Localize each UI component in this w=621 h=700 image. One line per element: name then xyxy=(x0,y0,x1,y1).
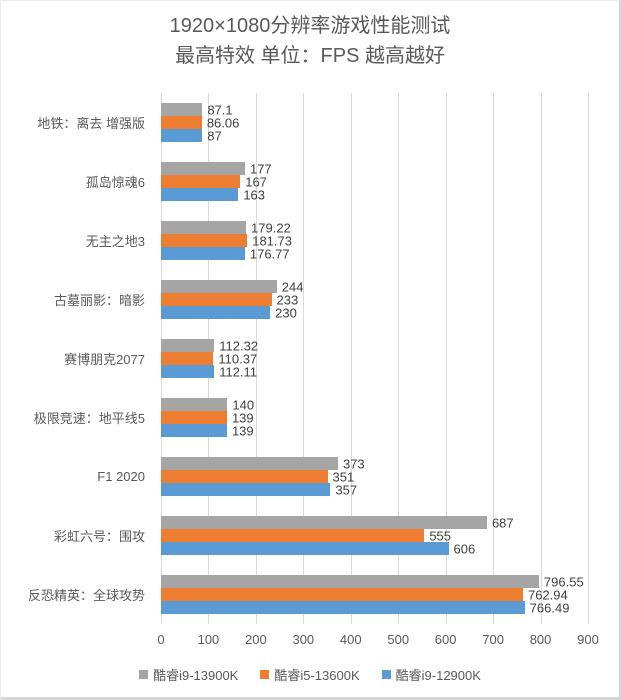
bar-value-label: 181.73 xyxy=(252,233,292,248)
x-tick-label: 500 xyxy=(387,632,410,647)
x-tick-label: 800 xyxy=(529,632,552,647)
bar xyxy=(161,175,241,188)
bar-value-label: 176.77 xyxy=(249,246,290,261)
gridline xyxy=(493,93,495,624)
bar-value-label: 233 xyxy=(276,292,299,307)
legend-marker-icon xyxy=(381,670,391,679)
legend-label: 酷睿i9-12900K xyxy=(395,668,481,683)
bar-value-label: 112.32 xyxy=(219,338,259,353)
gridline xyxy=(398,93,400,624)
x-tick-label: 200 xyxy=(245,632,267,647)
bar-value-label: 555 xyxy=(429,528,452,543)
bar xyxy=(161,457,338,470)
bar xyxy=(161,306,271,319)
bar xyxy=(161,221,247,234)
bar xyxy=(161,529,425,542)
x-tick-label: 700 xyxy=(482,632,504,647)
plot-area: 87.1 86.06 87 177 167 163 179.22 181.73 176.77 24… xyxy=(161,93,589,624)
x-axis-labels: 0 100 200 300 400 500 600 700 800 900 xyxy=(157,632,598,648)
gridline xyxy=(445,93,447,624)
x-tick-label: 0 xyxy=(157,632,165,647)
bar xyxy=(161,483,331,496)
bar xyxy=(161,542,449,555)
bar-value-label: 179.22 xyxy=(251,220,291,235)
bar xyxy=(161,339,215,352)
bar-value-label: 86.06 xyxy=(206,115,240,130)
bar xyxy=(161,516,487,529)
legend-marker-icon xyxy=(260,670,270,679)
bar-value-label: 167 xyxy=(245,174,267,189)
bar-value-label: 796.55 xyxy=(543,574,584,589)
bar xyxy=(161,575,539,588)
bar xyxy=(161,188,239,201)
x-tick-label: 900 xyxy=(577,632,599,647)
legend-item: 酷睿i9-13900K xyxy=(139,665,238,684)
chart-subtitle: 最高特效 单位：FPS 越高越好 xyxy=(174,45,445,67)
legend-marker-icon xyxy=(139,670,149,679)
bar-value-label: 357 xyxy=(335,482,358,497)
bar xyxy=(161,365,215,378)
bar-value-label: 177 xyxy=(249,161,272,176)
bar-value-label: 230 xyxy=(275,305,297,320)
bar-value-label: 87 xyxy=(207,128,222,143)
legend-label: 酷睿i9-13900K xyxy=(153,668,239,683)
bar xyxy=(161,162,245,175)
category-label: F1 2020 xyxy=(97,469,145,484)
bar xyxy=(161,116,202,129)
bar xyxy=(161,470,328,483)
bar-value-label: 110.37 xyxy=(218,351,258,366)
bar xyxy=(161,293,272,306)
bar xyxy=(161,352,214,365)
bar-value-label: 762.94 xyxy=(527,587,568,602)
bar xyxy=(161,588,523,601)
bar-value-label: 163 xyxy=(243,187,266,202)
bar-value-label: 373 xyxy=(342,456,365,471)
bar xyxy=(161,247,245,260)
bar xyxy=(161,280,277,293)
gridline xyxy=(588,93,589,624)
bar-value-label: 766.49 xyxy=(529,600,570,615)
gridline xyxy=(540,93,542,624)
bar-value-label: 140 xyxy=(232,397,255,412)
bar xyxy=(161,103,203,116)
x-tick-label: 100 xyxy=(197,632,220,647)
category-label: 无主之地3 xyxy=(85,234,145,249)
chart-title: 1920×1080分辨率游戏性能测试 xyxy=(169,15,451,37)
category-label: 赛博朋克2077 xyxy=(64,352,145,367)
legend: 酷睿i9-13900K 酷睿i5-13600K 酷睿i9-12900K xyxy=(1,665,619,684)
x-tick-label: 300 xyxy=(292,632,315,647)
bar-value-label: 606 xyxy=(453,541,476,556)
bar xyxy=(161,234,248,247)
bar-value-label: 139 xyxy=(231,410,254,425)
bar xyxy=(161,424,227,437)
gridline xyxy=(255,93,257,624)
bar xyxy=(161,411,227,424)
legend-item: 酷睿i9-12900K xyxy=(381,665,481,684)
category-label: 地铁：离去 增强版 xyxy=(37,116,145,131)
bar-value-label: 351 xyxy=(332,469,355,484)
category-label: 古墓丽影：暗影 xyxy=(53,293,145,308)
category-label: 极限竞速：地平线5 xyxy=(33,411,145,426)
bar-value-label: 87.1 xyxy=(207,102,233,117)
legend-label: 酷睿i5-13600K xyxy=(274,668,360,683)
x-tick-label: 400 xyxy=(339,632,362,647)
gridline xyxy=(303,93,305,624)
x-tick-label: 600 xyxy=(434,632,457,647)
category-axis-labels: 地铁：离去 增强版孤岛惊魂6 无主之地3 古墓丽影：暗影赛博朋克2077 极限竞速：地… xyxy=(1,93,153,624)
category-label: 彩虹六号：围攻 xyxy=(53,529,145,544)
chart-title-block: 1920×1080分辨率游戏性能测试 最高特效 单位：FPS 越高越好 xyxy=(1,11,619,71)
bar xyxy=(161,129,203,142)
legend-item: 酷睿i5-13600K xyxy=(260,665,360,684)
bar xyxy=(161,601,525,614)
bar-value-label: 687 xyxy=(491,515,514,530)
gridline xyxy=(350,93,352,624)
bar-value-label: 112.11 xyxy=(219,364,258,379)
category-label: 反恐精英：全球攻势 xyxy=(27,588,145,603)
bar-value-label: 139 xyxy=(231,423,254,438)
bar xyxy=(161,398,228,411)
bar-value-label: 244 xyxy=(281,279,304,294)
category-label: 孤岛惊魂6 xyxy=(85,175,145,190)
